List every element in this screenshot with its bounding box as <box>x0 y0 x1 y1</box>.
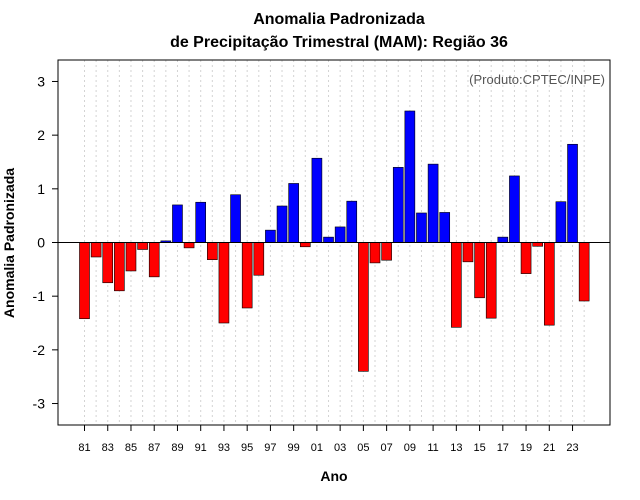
x-tick-label: 13 <box>450 442 462 454</box>
chart-title-line1: Anomalia Padronizada <box>253 11 425 28</box>
y-tick-label: -3 <box>33 396 46 412</box>
x-tick-label: 23 <box>566 442 578 454</box>
bar-83 <box>102 242 114 284</box>
x-tick-label: 15 <box>473 442 485 454</box>
bar-05 <box>358 242 369 372</box>
bar-87 <box>148 242 160 278</box>
bar-13 <box>451 242 462 328</box>
bar-18 <box>509 175 520 243</box>
bar-15 <box>474 242 485 299</box>
x-tick-label: 89 <box>171 442 183 454</box>
x-tick-label: 91 <box>195 442 207 454</box>
bar-98 <box>276 205 288 243</box>
x-tick-label: 07 <box>380 442 392 454</box>
bar-09 <box>404 110 416 243</box>
x-tick-label: 83 <box>102 442 114 454</box>
bar-02 <box>323 236 334 243</box>
y-tick-label: -1 <box>33 288 46 304</box>
bar-20 <box>532 242 543 247</box>
bar-86 <box>137 242 148 250</box>
bar-84 <box>114 242 125 292</box>
source-annotation: (Produto:CPTEC/INPE) <box>469 72 605 87</box>
bar-92 <box>207 242 218 260</box>
bar-16 <box>485 242 497 319</box>
x-tick-label: 01 <box>311 442 323 454</box>
bar-81 <box>79 242 90 320</box>
x-tick-label: 19 <box>520 442 532 454</box>
x-tick-label: 81 <box>78 442 90 454</box>
x-tick-label: 03 <box>334 442 346 454</box>
x-tick-label: 87 <box>148 442 160 454</box>
y-tick-label: -2 <box>33 342 46 358</box>
x-tick-label: 97 <box>264 442 276 454</box>
bar-17 <box>497 236 509 243</box>
bar-01 <box>311 157 323 243</box>
x-axis-label: Ano <box>320 468 347 484</box>
bar-03 <box>334 226 346 243</box>
x-tick-label: 21 <box>543 442 555 454</box>
x-tick-label: 85 <box>125 442 137 454</box>
bar-21 <box>543 242 555 326</box>
y-tick-label: 0 <box>37 235 45 251</box>
bar-82 <box>90 242 102 258</box>
bar-94 <box>230 194 241 243</box>
bar-08 <box>392 167 404 243</box>
bar-93 <box>218 242 230 324</box>
bar-00 <box>299 242 311 248</box>
bar-23 <box>567 143 578 243</box>
chart-title-line2: de Precipitação Trimestral (MAM): Região… <box>170 34 508 51</box>
x-axis: 81 83 85 87 89 91 93 95 97 99 01 03 05 07 09 11 13 15 17 19… <box>78 425 579 454</box>
bar-14 <box>462 242 474 263</box>
x-tick-label: 99 <box>288 442 300 454</box>
x-tick-label: 09 <box>404 442 416 454</box>
bar-99 <box>288 183 299 243</box>
bar-series <box>79 110 590 372</box>
bar-91 <box>195 201 206 243</box>
y-tick-label: 1 <box>37 181 45 197</box>
bar-90 <box>183 242 195 249</box>
bar-97 <box>265 229 276 243</box>
y-axis-label: Anomalia Padronizada <box>1 168 17 318</box>
bar-22 <box>555 201 567 243</box>
bar-07 <box>381 242 392 261</box>
bar-95 <box>241 242 253 309</box>
bar-89 <box>172 204 183 243</box>
y-axis: -3 -2 -1 0 1 2 3 <box>33 73 58 412</box>
gridlines <box>84 60 585 425</box>
y-tick-label: 2 <box>37 127 45 143</box>
bar-96 <box>253 242 265 276</box>
x-tick-label: 05 <box>357 442 369 454</box>
x-tick-label: 95 <box>241 442 253 454</box>
bar-10 <box>416 212 427 243</box>
bar-12 <box>439 212 451 243</box>
y-tick-label: 3 <box>37 73 45 89</box>
bar-04 <box>346 200 358 243</box>
x-tick-label: 17 <box>497 442 509 454</box>
bar-85 <box>125 242 137 272</box>
bar-19 <box>520 242 532 274</box>
bar-24 <box>578 242 590 302</box>
bar-06 <box>369 242 381 264</box>
bar-11 <box>427 163 439 243</box>
x-tick-label: 11 <box>427 442 438 454</box>
x-tick-label: 93 <box>218 442 230 454</box>
